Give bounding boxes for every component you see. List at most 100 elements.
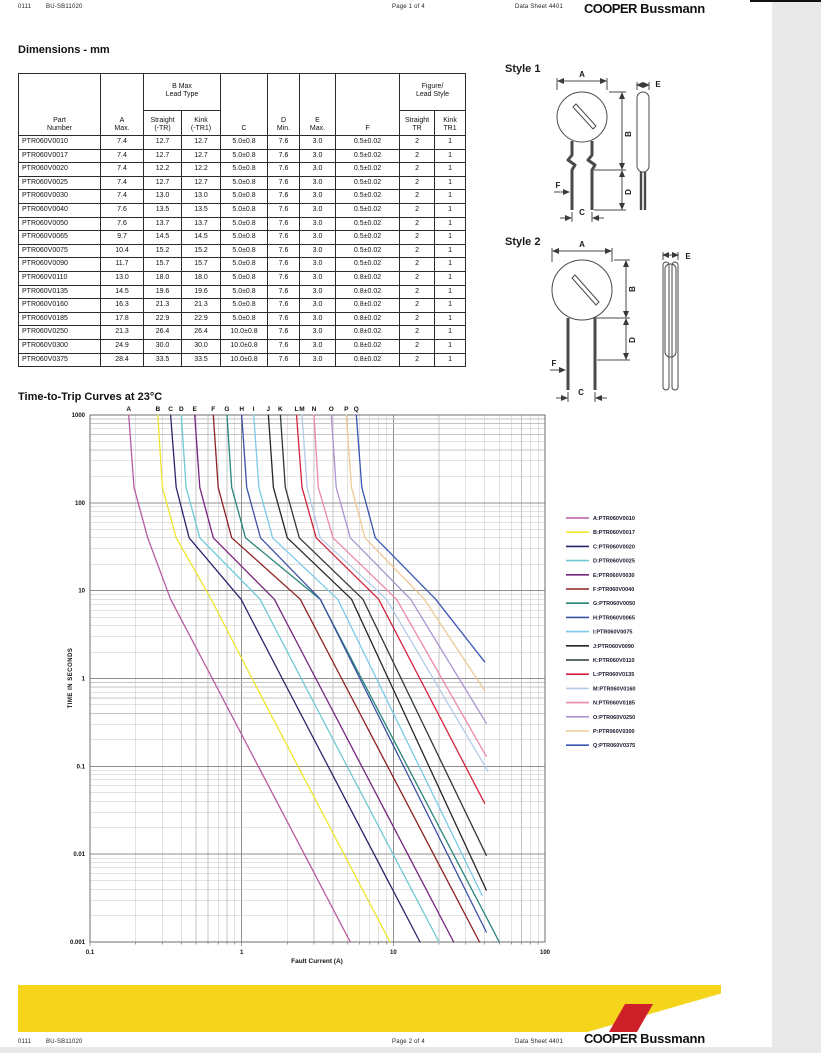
value-cell: 0.8±0.02: [335, 325, 401, 340]
value-cell: 30.0: [180, 338, 222, 354]
header-code: 0111: [18, 4, 32, 10]
value-cell: 1: [434, 257, 467, 272]
header-datasheet-number: Data Sheet 4401: [515, 4, 564, 10]
style1-dim-E-label: E: [655, 80, 661, 89]
value-cell: 0.5±0.02: [335, 257, 401, 272]
style1-dim-F-label: F: [556, 181, 561, 190]
value-cell: 0.8±0.02: [335, 298, 401, 313]
value-cell: 17.8: [100, 311, 144, 327]
part-number-cell: PTR060V0075: [18, 243, 101, 259]
col-header-a-max: A Max.: [100, 73, 144, 136]
part-number-cell: PTR060V0065: [18, 230, 101, 245]
value-cell: 7.6: [267, 230, 301, 245]
style2-label: Style 2: [505, 236, 540, 248]
value-cell: 7.6: [267, 162, 301, 177]
part-number-cell: PTR060V0090: [18, 257, 101, 272]
value-cell: 7.4: [100, 135, 144, 150]
value-cell: 13.0: [143, 189, 182, 204]
col-header-straight-tr: Straight (-TR): [143, 110, 182, 136]
value-cell: 26.4: [180, 325, 222, 340]
style2-side-lead-right: [671, 261, 679, 391]
value-cell: 13.0: [180, 189, 222, 204]
value-cell: 5.0±0.8: [220, 189, 269, 204]
x-tick-label: 0.1: [86, 950, 95, 956]
curve-L: [295, 414, 486, 804]
value-cell: 15.7: [143, 257, 182, 272]
value-cell: 12.2: [180, 162, 222, 177]
curve-letter-I: I: [253, 406, 255, 413]
brand-cooper: COOPER: [584, 1, 637, 16]
table-row: PTR060V0025 7.4 12.7 12.7 5.0±0.8 7.6 3.0 0.5±0…: [18, 175, 467, 191]
value-cell: 5.0±0.8: [220, 257, 269, 272]
style1-dim-D-label: D: [624, 189, 633, 195]
value-cell: 2: [399, 298, 436, 313]
value-cell: 2: [399, 230, 436, 245]
value-cell: 3.0: [299, 270, 337, 286]
y-tick-label: 1000: [72, 413, 86, 419]
part-number-cell: PTR060V0160: [18, 298, 101, 313]
value-cell: 3.0: [299, 230, 337, 245]
value-cell: 0.8±0.02: [335, 311, 401, 327]
col-header-fig-kink: Kink TR1: [434, 110, 467, 136]
value-cell: 15.7: [180, 257, 222, 272]
x-tick-label: 10: [390, 950, 397, 956]
curve-letter-C: C: [168, 406, 173, 413]
col-header-d-min: D Min.: [267, 73, 301, 136]
style2-gate-mark: [571, 274, 600, 306]
value-cell: 7.6: [267, 270, 301, 286]
legend-label-O: O:PTR060V0250: [593, 715, 635, 721]
part-number-cell: PTR060V0025: [18, 175, 101, 191]
value-cell: 0.5±0.02: [335, 135, 401, 150]
value-cell: 1: [434, 175, 467, 191]
value-cell: 3.0: [299, 257, 337, 272]
value-cell: 0.5±0.02: [335, 148, 401, 164]
value-cell: 7.4: [100, 162, 144, 177]
y-tick-label: 0.01: [73, 852, 85, 858]
curve-letter-B: B: [155, 406, 160, 413]
value-cell: 26.4: [143, 325, 182, 340]
legend-label-I: I:PTR060V0075: [593, 630, 632, 636]
value-cell: 10.0±0.8: [220, 338, 269, 354]
y-tick-label: 1: [82, 677, 86, 683]
curve-letter-F: F: [211, 406, 215, 413]
value-cell: 5.0±0.8: [220, 202, 269, 218]
table-row: PTR060V0160 16.3 21.3 21.3 5.0±0.8 7.6 3.0 0.8±…: [18, 298, 467, 313]
legend-label-K: K:PTR060V0110: [593, 658, 635, 664]
value-cell: 2: [399, 202, 436, 218]
value-cell: 3.0: [299, 352, 337, 368]
dimensions-table: Part Number A Max. B Max Lead Type C D Min. …: [18, 73, 467, 368]
y-tick-label: 10: [78, 589, 85, 595]
curve-J: [267, 414, 487, 891]
curve-Q: [355, 414, 486, 663]
table-row: PTR060V0020 7.4 12.2 12.2 5.0±0.8 7.6 3.0 0.5±0…: [18, 162, 467, 177]
part-number-cell: PTR060V0050: [18, 216, 101, 232]
col-header-c: C: [220, 73, 269, 136]
value-cell: 2: [399, 284, 436, 300]
legend-label-E: E:PTR060V0030: [593, 573, 635, 579]
style1-side-body: [636, 91, 650, 173]
col-header-e-max: E Max.: [299, 73, 337, 136]
curve-letter-A: A: [126, 406, 131, 413]
value-cell: 2: [399, 189, 436, 204]
value-cell: 12.7: [180, 175, 222, 191]
value-cell: 12.2: [143, 162, 182, 177]
value-cell: 7.4: [100, 175, 144, 191]
curve-letter-Q: Q: [354, 406, 359, 413]
curve-letter-O: O: [329, 406, 334, 413]
value-cell: 5.0±0.8: [220, 216, 269, 232]
brand-cooper: COOPER: [584, 1031, 637, 1046]
value-cell: 1: [434, 243, 467, 259]
value-cell: 3.0: [299, 189, 337, 204]
curve-letter-G: G: [224, 406, 229, 413]
chart-section-title: Time-to-Trip Curves at 23°C: [18, 391, 163, 403]
value-cell: 13.7: [180, 216, 222, 232]
y-tick-label: 0.1: [77, 764, 86, 770]
value-cell: 10.0±0.8: [220, 352, 269, 368]
style2-side-body: [664, 263, 677, 358]
table-row: PTR060V0300 24.9 30.0 30.0 10.0±0.8 7.6 3.0 0.8…: [18, 338, 467, 354]
y-tick-label: 100: [75, 501, 86, 507]
value-cell: 1: [434, 230, 467, 245]
part-number-cell: PTR060V0300: [18, 338, 101, 354]
value-cell: 2: [399, 338, 436, 354]
